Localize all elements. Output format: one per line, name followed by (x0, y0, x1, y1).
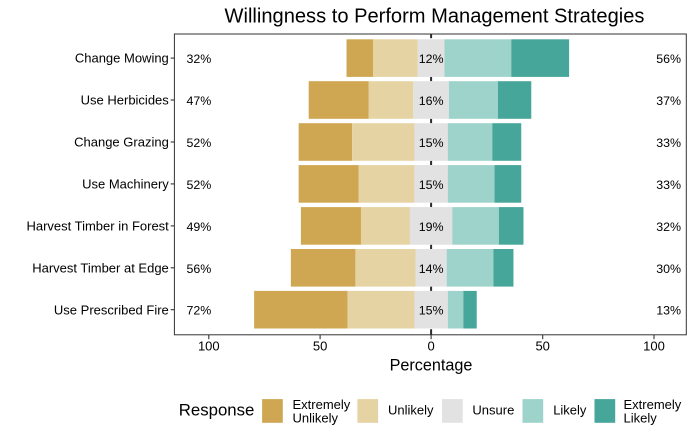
svg-text:Change Grazing: Change Grazing (74, 135, 169, 150)
svg-text:32%: 32% (656, 220, 681, 234)
svg-text:0: 0 (427, 339, 434, 354)
svg-text:15%: 15% (419, 304, 444, 318)
svg-text:Use Herbicides: Use Herbicides (81, 93, 170, 108)
svg-text:52%: 52% (187, 136, 212, 150)
svg-text:12%: 12% (419, 52, 444, 66)
svg-text:33%: 33% (656, 136, 681, 150)
svg-text:15%: 15% (419, 136, 444, 150)
svg-text:100: 100 (643, 339, 665, 354)
svg-text:49%: 49% (187, 220, 212, 234)
svg-text:56%: 56% (656, 52, 681, 66)
svg-text:30%: 30% (656, 262, 681, 276)
svg-text:37%: 37% (656, 94, 681, 108)
svg-text:33%: 33% (656, 178, 681, 192)
svg-text:Use Machinery: Use Machinery (82, 177, 169, 192)
svg-text:Likely: Likely (624, 410, 658, 425)
svg-text:Response: Response (179, 401, 255, 420)
svg-text:Extremely: Extremely (293, 397, 351, 412)
svg-text:72%: 72% (187, 304, 212, 318)
svg-text:13%: 13% (656, 304, 681, 318)
svg-text:Harvest Timber in Forest: Harvest Timber in Forest (26, 219, 169, 234)
svg-text:32%: 32% (187, 52, 212, 66)
svg-text:52%: 52% (187, 178, 212, 192)
svg-text:50: 50 (313, 339, 327, 354)
svg-text:Willingness to Perform Managem: Willingness to Perform Management Strate… (225, 6, 645, 28)
svg-text:Likely: Likely (553, 403, 587, 418)
svg-text:Use Prescribed Fire: Use Prescribed Fire (54, 302, 169, 317)
svg-text:50: 50 (535, 339, 549, 354)
svg-text:14%: 14% (419, 262, 444, 276)
svg-text:Change Mowing: Change Mowing (75, 51, 169, 66)
svg-text:56%: 56% (187, 262, 212, 276)
svg-text:Unlikely: Unlikely (388, 403, 434, 418)
svg-text:16%: 16% (419, 94, 444, 108)
svg-text:100: 100 (198, 339, 220, 354)
svg-text:47%: 47% (187, 94, 212, 108)
svg-text:15%: 15% (419, 178, 444, 192)
svg-text:19%: 19% (419, 220, 444, 234)
svg-text:Percentage: Percentage (390, 357, 473, 375)
svg-text:Extremely: Extremely (624, 397, 682, 412)
svg-text:Harvest Timber at Edge: Harvest Timber at Edge (32, 260, 169, 275)
svg-text:Unlikely: Unlikely (293, 410, 339, 425)
svg-text:Unsure: Unsure (472, 403, 514, 418)
